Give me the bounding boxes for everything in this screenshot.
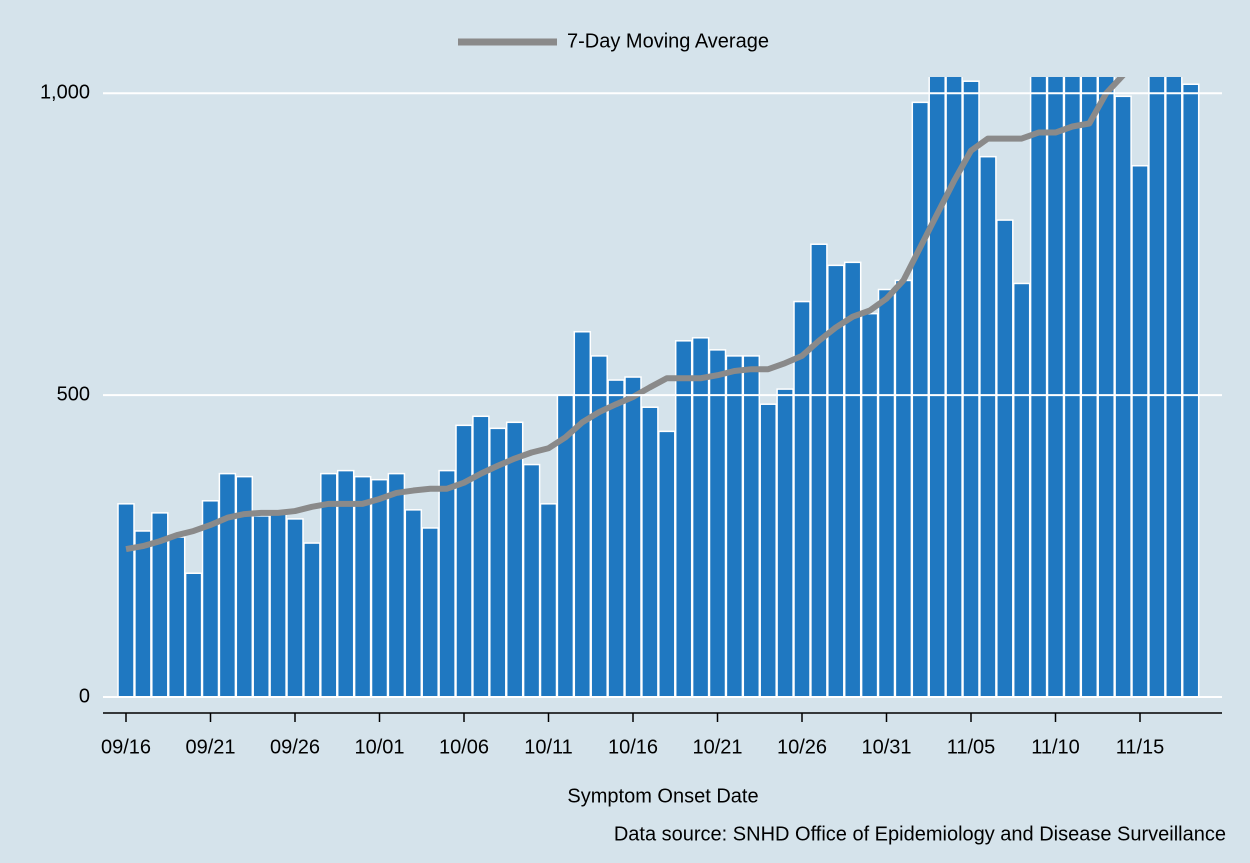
bar bbox=[996, 219, 1014, 698]
bar bbox=[1181, 83, 1200, 698]
bar bbox=[1080, 77, 1099, 698]
bar bbox=[658, 430, 676, 698]
bar bbox=[134, 530, 152, 698]
x-tick-label: 11/15 bbox=[1116, 736, 1165, 758]
bar bbox=[691, 337, 710, 698]
bar bbox=[607, 379, 625, 698]
x-tick-label: 09/16 bbox=[101, 736, 151, 758]
bar bbox=[303, 542, 321, 698]
bar bbox=[776, 388, 794, 698]
bar bbox=[1063, 77, 1082, 698]
bar bbox=[387, 472, 406, 698]
bar bbox=[759, 403, 777, 698]
x-axis-title: Symptom Onset Date bbox=[567, 785, 758, 807]
x-tick-label: 09/26 bbox=[270, 736, 320, 758]
x-tick-label: 10/26 bbox=[777, 736, 827, 758]
bar bbox=[184, 572, 203, 698]
x-tick-label: 10/06 bbox=[439, 736, 489, 758]
bar bbox=[522, 463, 541, 698]
bar bbox=[810, 243, 828, 698]
bar bbox=[1131, 164, 1149, 698]
bar bbox=[894, 279, 913, 698]
bar bbox=[269, 512, 287, 698]
x-tick-label: 11/10 bbox=[1031, 736, 1080, 758]
bar bbox=[641, 406, 659, 698]
bar bbox=[117, 503, 135, 698]
bar bbox=[1114, 95, 1132, 698]
bar bbox=[742, 355, 761, 698]
bar bbox=[286, 518, 304, 698]
bar bbox=[252, 515, 270, 698]
bar bbox=[624, 376, 642, 698]
bar bbox=[877, 288, 896, 698]
legend-label: 7-Day Moving Average bbox=[567, 30, 769, 52]
bar bbox=[218, 472, 237, 698]
bar bbox=[167, 536, 186, 698]
y-tick-label: 0 bbox=[79, 685, 90, 707]
x-tick-label: 09/21 bbox=[185, 736, 235, 758]
bar bbox=[573, 331, 592, 698]
source-note: Data source: SNHD Office of Epidemiology… bbox=[614, 823, 1226, 845]
bar bbox=[928, 77, 946, 698]
y-tick-label: 1,000 bbox=[40, 82, 90, 104]
plot-area bbox=[117, 77, 1200, 698]
x-tick-label: 10/31 bbox=[861, 736, 911, 758]
bar bbox=[201, 500, 220, 698]
bar bbox=[725, 355, 744, 698]
bar bbox=[860, 312, 879, 698]
bar bbox=[539, 503, 558, 698]
bar bbox=[353, 475, 372, 698]
bar bbox=[962, 80, 980, 698]
bar bbox=[1012, 282, 1031, 698]
bar bbox=[1097, 77, 1115, 698]
x-tick-label: 10/11 bbox=[524, 736, 573, 758]
bar bbox=[911, 101, 930, 698]
moving-average-line bbox=[125, 77, 1126, 553]
bar bbox=[1148, 77, 1166, 698]
x-tick-label: 11/05 bbox=[947, 736, 996, 758]
bar bbox=[708, 349, 727, 698]
bar bbox=[945, 77, 963, 698]
bar bbox=[370, 478, 389, 698]
x-tick-label: 10/01 bbox=[354, 736, 404, 758]
bar bbox=[438, 469, 456, 698]
bar bbox=[1165, 77, 1183, 698]
bar bbox=[421, 527, 439, 698]
bar bbox=[472, 415, 490, 698]
x-tick-label: 10/16 bbox=[608, 736, 658, 758]
bar bbox=[235, 475, 254, 698]
bar bbox=[455, 424, 473, 698]
x-tick-label: 10/21 bbox=[692, 736, 742, 758]
bar bbox=[979, 155, 997, 698]
bar bbox=[404, 509, 423, 698]
y-tick-label: 500 bbox=[57, 383, 90, 405]
bar bbox=[843, 261, 862, 698]
